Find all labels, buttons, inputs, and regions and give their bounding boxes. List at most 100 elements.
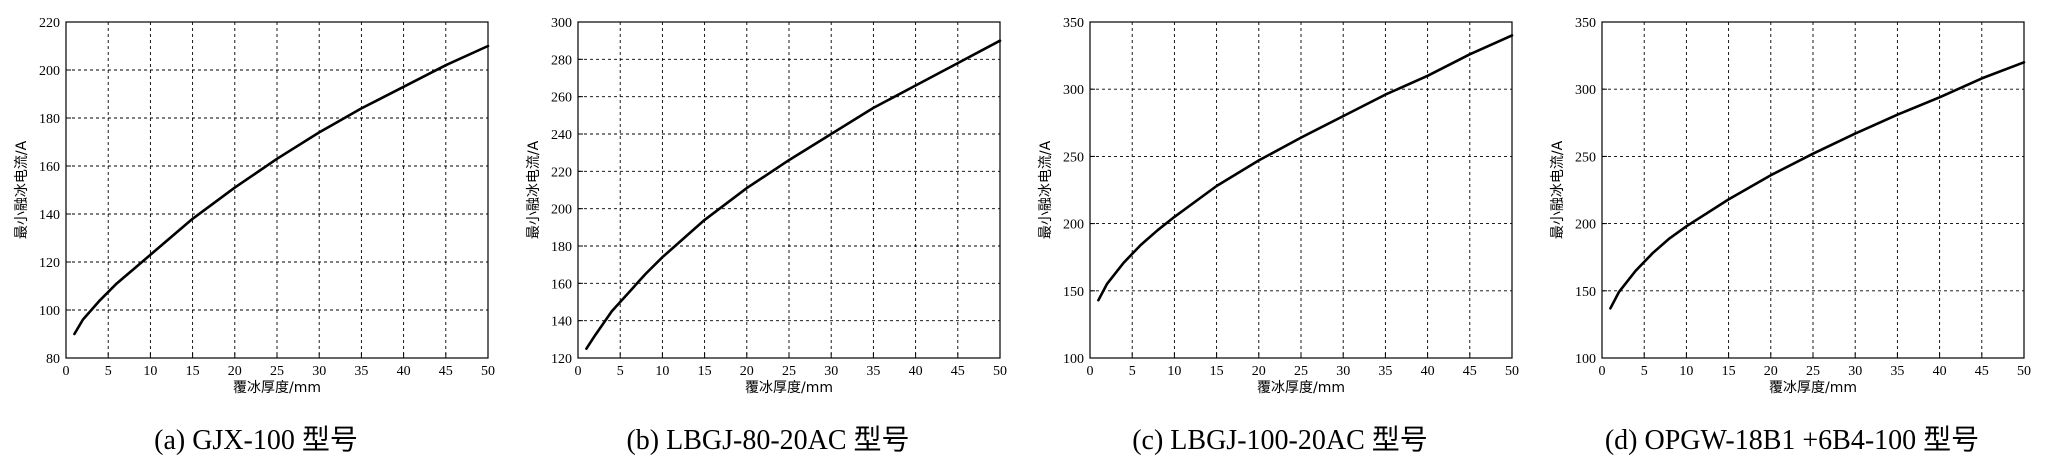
- x-tick-label: 40: [397, 364, 411, 379]
- y-tick-label: 220: [551, 165, 572, 180]
- chart-caption: (a) GJX-100 型号: [154, 425, 358, 456]
- x-tick-label: 45: [1463, 364, 1477, 379]
- x-tick-label: 50: [2017, 364, 2031, 379]
- x-tick-label: 30: [824, 364, 838, 379]
- y-axis-label: 最小融冰电流/A: [1038, 140, 1054, 239]
- series-line: [73, 44, 490, 336]
- x-tick-label: 20: [1252, 364, 1266, 379]
- y-tick-label: 180: [551, 240, 572, 255]
- plot-frame: [65, 21, 489, 359]
- plot-frame: [1089, 21, 1513, 359]
- x-tick-label: 45: [1975, 364, 1989, 379]
- y-tick-label: 300: [1063, 83, 1084, 98]
- x-tick-label: 45: [951, 364, 965, 379]
- x-tick-label: 0: [575, 364, 582, 379]
- x-tick-label: 15: [1210, 364, 1224, 379]
- x-tick-label: 5: [105, 364, 112, 379]
- plot-frame: [1601, 21, 2025, 359]
- chart-b-plot: 0 5 10 15 20 25 30 35 40 45 50 120 140 160 180 200 220 24…: [526, 16, 1007, 396]
- x-tick-label: 30: [1336, 364, 1350, 379]
- y-tick-label: 180: [39, 112, 60, 127]
- chart-a-plot: 0 5 10 15 20 25 30 35 40 45 50 80 100 120 140 160 180 200…: [14, 16, 495, 396]
- y-tick-label: 100: [39, 304, 60, 319]
- x-tick-label: 40: [1421, 364, 1435, 379]
- x-tick-label: 50: [993, 364, 1007, 379]
- y-tick-label: 140: [39, 208, 60, 223]
- x-tick-label: 40: [1933, 364, 1947, 379]
- y-tick-label: 280: [551, 53, 572, 68]
- x-tick-label: 25: [270, 364, 284, 379]
- chart-panel-d: 0 5 10 15 20 25 30 35 40 45 50 100 150 200 250 300 350 覆冰…: [1536, 0, 2048, 467]
- x-tick-label: 20: [740, 364, 754, 379]
- x-tick-label: 10: [1679, 364, 1693, 379]
- y-tick-label: 250: [1063, 150, 1084, 165]
- x-axis-label: 覆冰厚度/mm: [1769, 380, 1857, 396]
- series-line: [1609, 61, 2026, 310]
- y-tick-label: 160: [39, 160, 60, 175]
- y-tick-label: 350: [1063, 16, 1084, 31]
- y-tick-label: 200: [1575, 218, 1596, 233]
- y-tick-label: 220: [39, 16, 60, 31]
- x-tick-label: 35: [866, 364, 880, 379]
- y-tick-label: 350: [1575, 16, 1596, 31]
- y-tick-label: 200: [1063, 218, 1084, 233]
- y-tick-label: 100: [1063, 352, 1084, 367]
- y-tick-label: 120: [39, 256, 60, 271]
- x-tick-label: 50: [481, 364, 495, 379]
- x-tick-label: 15: [698, 364, 712, 379]
- x-tick-label: 0: [1087, 364, 1094, 379]
- y-tick-label: 250: [1575, 150, 1596, 165]
- chart-panel-a: 0 5 10 15 20 25 30 35 40 45 50 80 100 120 140 160 180 200…: [0, 0, 512, 467]
- x-axis-label: 覆冰厚度/mm: [233, 380, 321, 396]
- x-tick-label: 5: [1129, 364, 1136, 379]
- y-tick-label: 200: [551, 203, 572, 218]
- y-axis-label: 最小融冰电流/A: [526, 140, 542, 239]
- chart-d-plot: 0 5 10 15 20 25 30 35 40 45 50 100 150 200 250 300 350 覆冰…: [1550, 16, 2031, 396]
- chart-panel-b: 0 5 10 15 20 25 30 35 40 45 50 120 140 160 180 200 220 24…: [512, 0, 1024, 467]
- y-tick-label: 150: [1063, 285, 1084, 300]
- y-axis-label: 最小融冰电流/A: [1550, 140, 1566, 239]
- plot-frame: [577, 21, 1001, 359]
- y-axis-label: 最小融冰电流/A: [14, 140, 30, 239]
- y-tick-label: 300: [551, 16, 572, 31]
- x-tick-label: 30: [1848, 364, 1862, 379]
- x-tick-label: 10: [143, 364, 157, 379]
- x-tick-label: 20: [1764, 364, 1778, 379]
- chart-caption: (d) OPGW-18B1 +6B4-100 型号: [1604, 425, 1980, 456]
- x-tick-label: 40: [909, 364, 923, 379]
- x-tick-label: 25: [1806, 364, 1820, 379]
- x-tick-label: 10: [1167, 364, 1181, 379]
- y-tick-label: 160: [551, 277, 572, 292]
- y-tick-label: 140: [551, 315, 572, 330]
- x-tick-label: 0: [63, 364, 70, 379]
- x-tick-label: 25: [1294, 364, 1308, 379]
- y-tick-label: 100: [1575, 352, 1596, 367]
- x-tick-label: 35: [1378, 364, 1392, 379]
- x-tick-label: 35: [354, 364, 368, 379]
- y-tick-label: 150: [1575, 285, 1596, 300]
- x-axis-label: 覆冰厚度/mm: [1257, 380, 1345, 396]
- x-tick-label: 5: [1641, 364, 1648, 379]
- chart-caption: (b) LBGJ-80-20AC 型号: [626, 425, 910, 456]
- chart-c-plot: 0 5 10 15 20 25 30 35 40 45 50 100 150 200 250 300 350 覆冰…: [1038, 16, 1519, 396]
- y-tick-label: 80: [46, 352, 60, 367]
- x-axis-label: 覆冰厚度/mm: [745, 380, 833, 396]
- x-tick-label: 0: [1599, 364, 1606, 379]
- x-tick-label: 30: [312, 364, 326, 379]
- x-tick-label: 25: [782, 364, 796, 379]
- series-line: [585, 39, 1002, 350]
- x-tick-label: 10: [655, 364, 669, 379]
- y-tick-label: 300: [1575, 83, 1596, 98]
- x-tick-label: 20: [228, 364, 242, 379]
- x-tick-label: 15: [186, 364, 200, 379]
- chart-panel-c: 0 5 10 15 20 25 30 35 40 45 50 100 150 200 250 300 350 覆冰…: [1024, 0, 1536, 467]
- chart-caption: (c) LBGJ-100-20AC 型号: [1132, 425, 1428, 456]
- series-line: [1097, 34, 1514, 302]
- y-tick-label: 120: [551, 352, 572, 367]
- x-tick-label: 15: [1722, 364, 1736, 379]
- x-tick-label: 35: [1890, 364, 1904, 379]
- x-tick-label: 5: [617, 364, 624, 379]
- y-tick-label: 260: [551, 91, 572, 106]
- y-tick-label: 200: [39, 64, 60, 79]
- x-tick-label: 50: [1505, 364, 1519, 379]
